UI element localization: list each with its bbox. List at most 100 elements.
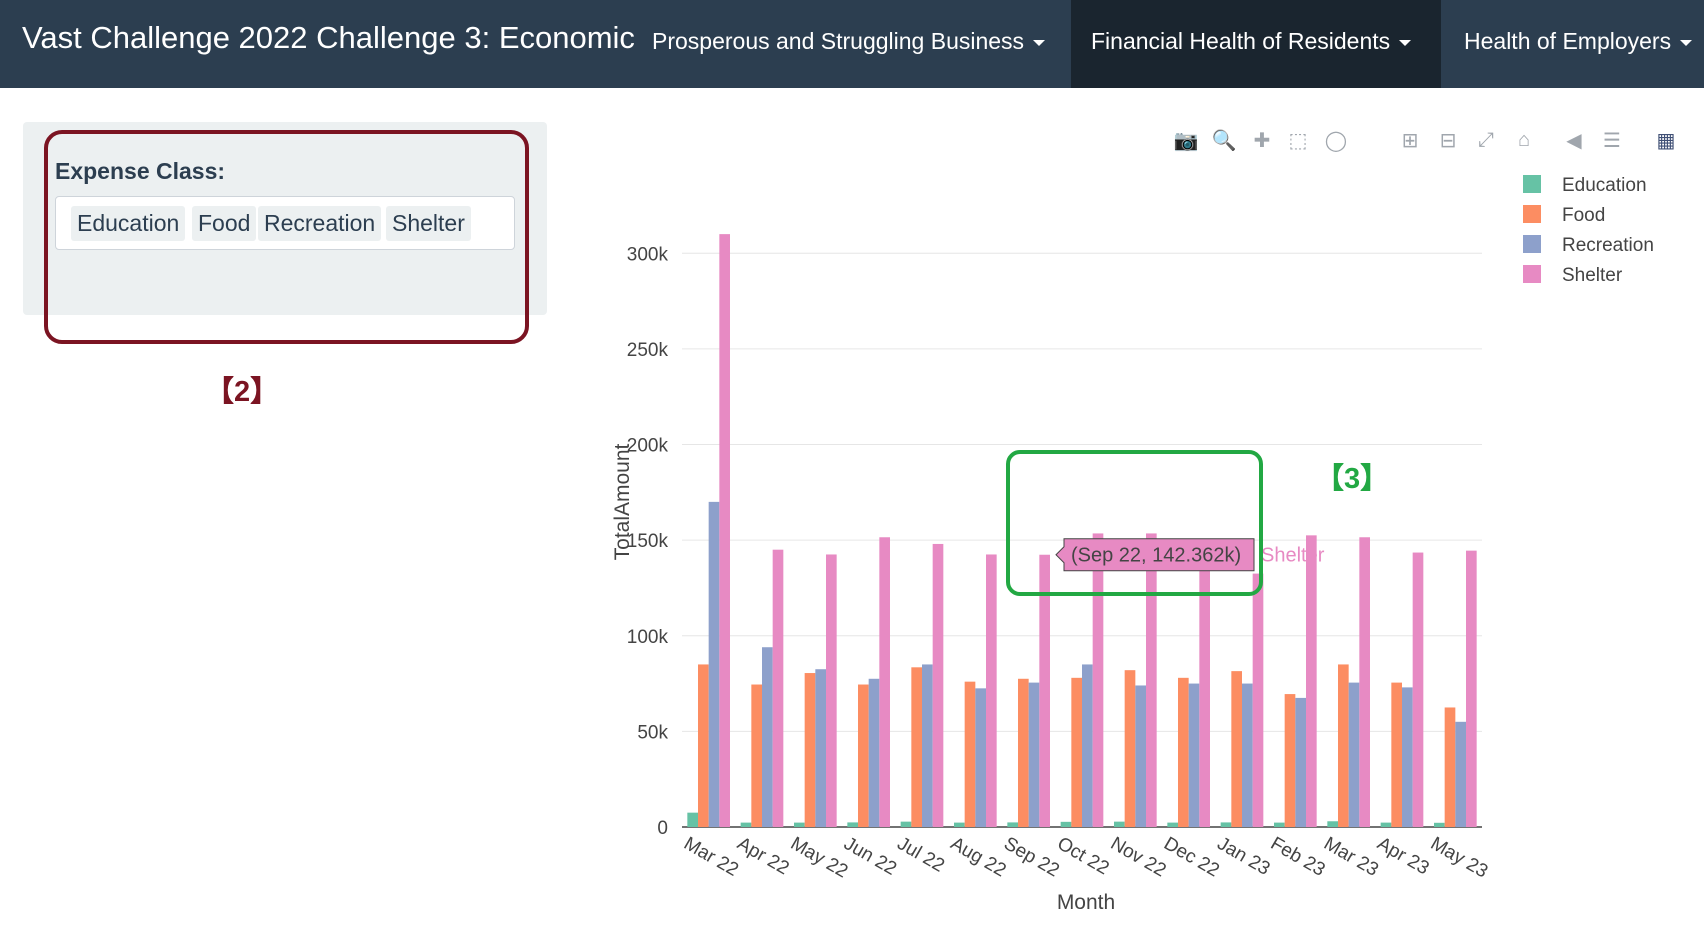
bar-recreation[interactable] (1402, 687, 1413, 827)
plotly-logo-icon[interactable]: ▦ (1656, 129, 1676, 152)
selected-tag[interactable]: Recreation (258, 206, 382, 241)
bar-education[interactable] (1167, 822, 1178, 827)
annotation-box-3 (1006, 450, 1263, 596)
bar-food[interactable] (1231, 671, 1242, 827)
zoom-in-icon[interactable]: ⊞ (1401, 129, 1419, 152)
bar-food[interactable] (1071, 677, 1082, 827)
bar-food[interactable] (751, 684, 762, 827)
y-tick-label: 0 (657, 818, 668, 839)
selected-tag[interactable]: Education (71, 206, 186, 241)
bar-education[interactable] (1380, 822, 1392, 827)
bar-shelter[interactable] (1199, 553, 1210, 827)
bar-education[interactable] (740, 822, 752, 827)
legend-swatch[interactable] (1523, 205, 1541, 223)
bar-food[interactable] (1124, 670, 1136, 827)
bar-recreation[interactable] (1455, 721, 1466, 827)
bar-shelter[interactable] (879, 537, 890, 827)
bar-food[interactable] (911, 667, 922, 827)
legend-label[interactable]: Food (1562, 205, 1605, 226)
x-tick-label: May 23 (1427, 833, 1491, 882)
nav-prosperous-struggling-business[interactable]: Prosperous and Struggling Business (632, 0, 1046, 88)
bar-education[interactable] (1114, 821, 1125, 827)
bar-education[interactable] (900, 821, 912, 827)
bar-education[interactable] (1327, 821, 1338, 827)
camera-icon[interactable]: 📷 (1173, 129, 1199, 152)
bar-education[interactable] (687, 812, 698, 827)
bar-education[interactable] (1434, 822, 1445, 827)
hover-closest-icon[interactable]: ◀ (1566, 129, 1582, 152)
legend-swatch[interactable] (1523, 265, 1541, 283)
bar-food[interactable] (964, 681, 976, 827)
bar-shelter[interactable] (1252, 573, 1264, 827)
bar-recreation[interactable] (815, 669, 826, 827)
hover-compare-icon[interactable]: ☰ (1603, 129, 1621, 152)
legend-swatch[interactable] (1523, 175, 1541, 193)
nav-health-employers[interactable]: Health of Employers (1444, 0, 1693, 88)
pan-icon[interactable]: ✚ (1253, 129, 1271, 152)
bar-education[interactable] (794, 822, 805, 827)
bar-shelter[interactable] (1412, 552, 1424, 827)
y-tick-label: 300k (627, 244, 669, 265)
bar-education[interactable] (1007, 822, 1018, 827)
bar-shelter[interactable] (719, 234, 730, 827)
x-tick-label: Apr 22 (734, 833, 793, 879)
bar-recreation[interactable] (1295, 697, 1306, 827)
bar-shelter[interactable] (1306, 535, 1317, 827)
legend-label[interactable]: Recreation (1562, 235, 1654, 256)
reset-axes-icon[interactable]: ⌂ (1517, 128, 1531, 151)
bar-shelter[interactable] (1092, 533, 1104, 827)
bar-food[interactable] (858, 684, 869, 827)
bar-recreation[interactable] (1028, 682, 1040, 827)
bar-recreation[interactable] (1135, 685, 1146, 827)
expense-class-multiselect[interactable]: Education Food Recreation Shelter (55, 196, 515, 250)
bar-shelter[interactable] (1039, 554, 1050, 827)
bar-recreation[interactable] (868, 678, 880, 827)
bar-shelter[interactable] (826, 554, 837, 827)
bar-recreation[interactable] (1188, 683, 1200, 827)
bar-food[interactable] (804, 673, 816, 827)
bar-food[interactable] (1018, 678, 1029, 827)
bar-recreation[interactable] (975, 688, 986, 827)
bar-recreation[interactable] (1082, 664, 1093, 827)
bar-food[interactable] (1178, 677, 1189, 827)
bar-shelter[interactable] (772, 549, 784, 827)
bar-shelter[interactable] (1146, 533, 1157, 827)
x-tick-label: Jan 23 (1214, 833, 1274, 880)
bar-food[interactable] (1338, 664, 1349, 827)
bar-recreation[interactable] (762, 647, 773, 827)
bar-food[interactable] (1391, 682, 1402, 827)
zoom-out-icon[interactable]: ⊟ (1439, 129, 1457, 152)
bar-shelter[interactable] (1466, 550, 1477, 827)
legend-swatch[interactable] (1523, 235, 1541, 253)
zoom-icon[interactable]: 🔍 (1211, 129, 1237, 152)
selected-tag[interactable]: Shelter (386, 206, 471, 241)
bar-education[interactable] (847, 822, 858, 827)
selected-tag[interactable]: Food (192, 206, 257, 241)
bar-shelter[interactable] (1359, 537, 1370, 827)
bar-food[interactable] (1444, 707, 1456, 827)
bar-recreation[interactable] (922, 664, 933, 827)
lasso-icon[interactable]: ◯ (1324, 129, 1348, 152)
app-title[interactable]: Vast Challenge 2022 Challenge 3: Economi… (22, 20, 635, 55)
box-select-icon[interactable]: ⬚ (1288, 129, 1308, 152)
caret-down-icon (1399, 39, 1412, 46)
legend-label[interactable]: Education (1562, 175, 1647, 196)
bar-education[interactable] (954, 822, 965, 827)
bar-food[interactable] (698, 664, 709, 827)
bar-education[interactable] (1060, 821, 1072, 827)
bar-recreation[interactable] (1348, 682, 1360, 827)
bar-shelter[interactable] (932, 543, 944, 827)
bar-recreation[interactable] (708, 501, 720, 827)
legend-label[interactable]: Shelter (1562, 265, 1623, 286)
bar-shelter[interactable] (986, 554, 997, 827)
x-tick-label: Mar 23 (1320, 833, 1382, 881)
nav-financial-health-residents[interactable]: Financial Health of Residents (1071, 0, 1441, 88)
bar-recreation[interactable] (1242, 683, 1253, 827)
y-axis-title: TotalAmount (611, 443, 634, 560)
bar-education[interactable] (1274, 822, 1285, 827)
autoscale-icon[interactable]: ⤢ (1478, 128, 1494, 151)
bar-food[interactable] (1284, 694, 1296, 827)
bar-education[interactable] (1220, 822, 1232, 827)
caret-down-icon (1680, 39, 1693, 46)
